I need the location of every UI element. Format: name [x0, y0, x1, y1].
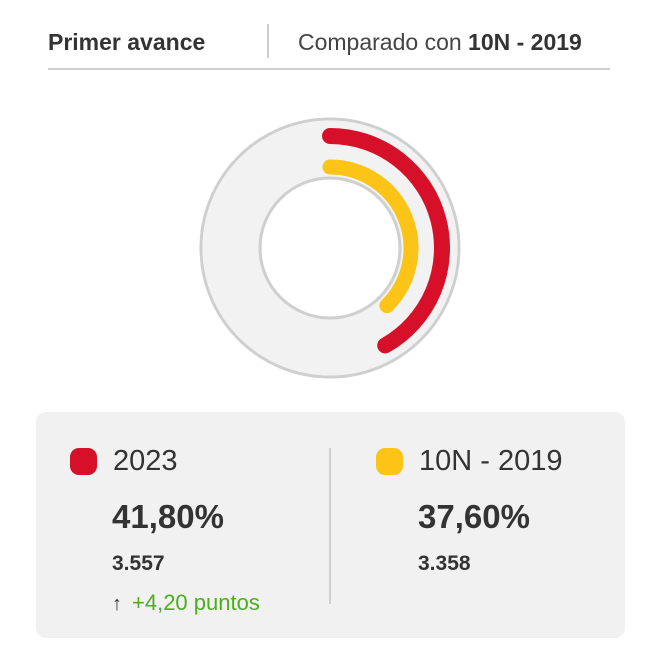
- legend-dot-2023: [70, 448, 97, 475]
- donut-chart: [199, 117, 461, 379]
- legend-label-2019: 10N - 2019: [419, 445, 563, 477]
- tab-compare-election: 10N - 2019: [468, 29, 582, 55]
- tab-compare-prefix: Comparado con: [298, 29, 469, 55]
- tab-bar: Primer avance Comparado con 10N - 2019: [48, 18, 610, 70]
- legend-label-2023: 2023: [113, 445, 178, 477]
- legend-2019: 10N - 2019: [376, 445, 563, 478]
- tab-primer-avance[interactable]: Primer avance: [48, 29, 206, 55]
- donut-arc-2023: [322, 128, 450, 354]
- votes-2023: 3.557: [112, 552, 165, 575]
- delta-2023: ↑ +4,20 puntos: [112, 590, 260, 616]
- votes-2019: 3.358: [418, 552, 471, 575]
- tab-divider: [267, 24, 269, 58]
- legend-dot-2019: [376, 448, 403, 475]
- donut-inner-border: [258, 176, 402, 320]
- donut-track: [202, 120, 458, 376]
- percent-2023: 41,80%: [112, 498, 224, 535]
- delta-text: +4,20 puntos: [132, 590, 260, 615]
- results-card: 2023 41,80% 3.557 ↑ +4,20 puntos 10N - 20…: [36, 412, 625, 638]
- tab-comparado[interactable]: Comparado con 10N - 2019: [298, 29, 582, 56]
- card-divider: [329, 448, 331, 604]
- donut-outer-border: [199, 117, 461, 379]
- arrow-up-icon: ↑: [112, 593, 122, 615]
- percent-2019: 37,60%: [418, 498, 530, 535]
- donut-arc-2019: [322, 159, 419, 314]
- legend-2023: 2023: [70, 445, 178, 478]
